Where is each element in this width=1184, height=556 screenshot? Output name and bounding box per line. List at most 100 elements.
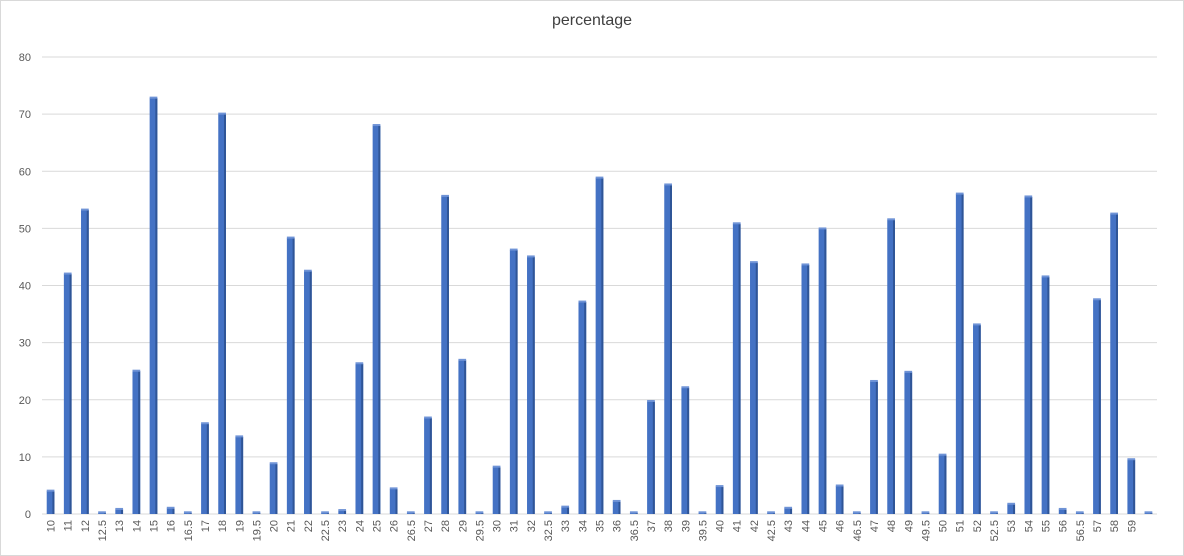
x-tick-label: 10 (46, 520, 58, 532)
bar (183, 511, 192, 514)
bar (870, 379, 878, 514)
x-tick-label: 31 (509, 520, 521, 532)
bar-face (149, 98, 158, 514)
bar-side (378, 125, 381, 515)
bar (252, 511, 261, 514)
bar (149, 96, 158, 514)
bar-top (1024, 195, 1033, 198)
bar-side (927, 512, 930, 514)
y-tick-label: 0 (25, 509, 31, 521)
bar-face (492, 467, 501, 514)
bar-side (1047, 276, 1050, 514)
bar-top (372, 124, 381, 127)
bar-top (904, 370, 913, 373)
bar (955, 192, 964, 514)
chart-title: percentage (551, 12, 633, 29)
x-tick-label: 56 (1058, 520, 1070, 532)
bar-side (241, 436, 244, 514)
bar (115, 507, 124, 514)
bar-side (1064, 509, 1067, 514)
bar-top (698, 511, 707, 514)
bar-top (149, 96, 158, 99)
x-tick-label: 15 (149, 520, 161, 532)
bar-side (910, 372, 913, 514)
bar (372, 124, 381, 515)
bar-top (1075, 511, 1084, 514)
bar (595, 176, 604, 515)
bar-side (772, 512, 775, 514)
bar-face (955, 194, 964, 514)
bar-side (1133, 459, 1136, 514)
bar-face (1024, 196, 1033, 515)
bar-side (807, 264, 810, 514)
bar-side (755, 262, 758, 514)
bar (63, 272, 72, 514)
bar (561, 505, 570, 514)
bar-top (286, 236, 295, 239)
bar-top (441, 194, 449, 197)
x-tick-label: 37 (646, 520, 658, 532)
bar (98, 511, 106, 514)
bar-top (561, 505, 570, 508)
bar (921, 511, 930, 514)
x-tick-label: 16 (166, 520, 178, 532)
bar (338, 509, 347, 514)
bar-face (801, 264, 810, 514)
bar (269, 462, 278, 514)
x-tick-label: 41 (732, 520, 744, 532)
x-tick-label: 50 (938, 520, 950, 532)
bar-side (584, 302, 587, 514)
bar-face (46, 491, 55, 514)
bar-side (52, 491, 55, 514)
bar-face (441, 196, 449, 514)
x-tick-label: 35 (595, 520, 607, 532)
bar-top (235, 435, 244, 438)
bar-face (166, 508, 175, 514)
bar-top (424, 416, 432, 419)
bar (715, 485, 724, 514)
bar-face (595, 178, 604, 515)
bar-top (492, 465, 501, 468)
bar-side (635, 512, 638, 514)
bar-top (835, 484, 844, 487)
bar-top (321, 511, 329, 514)
bar-top (595, 176, 604, 179)
bar-face (990, 512, 998, 514)
bar (801, 263, 810, 514)
bar (732, 222, 741, 514)
bar-top (664, 183, 672, 186)
x-tick-label: 36.5 (629, 520, 641, 541)
bar-top (509, 248, 518, 251)
bar-face (784, 508, 793, 514)
bar-side (841, 486, 844, 514)
x-tick-label: 25 (372, 520, 384, 532)
bar-side (429, 418, 432, 514)
y-tick-label: 30 (19, 338, 31, 350)
bar-side (223, 114, 226, 514)
bar-top (98, 511, 106, 514)
x-tick-label: 21 (286, 520, 298, 532)
bar (527, 255, 535, 514)
bar-top (852, 511, 861, 514)
bar-side (464, 360, 467, 514)
bar-face (544, 512, 552, 514)
bar-face (578, 302, 587, 514)
bar-top (647, 399, 655, 402)
bar-face (852, 512, 861, 514)
x-tick-label: 32 (526, 520, 538, 532)
x-tick-label: 23 (337, 520, 349, 532)
y-tick-label: 70 (19, 109, 31, 121)
bar-face (132, 371, 141, 514)
bar-face (475, 512, 484, 514)
y-tick-label: 40 (19, 281, 31, 293)
x-tick-label: 59 (1126, 520, 1138, 532)
bar-side (1098, 299, 1101, 514)
bar-top (269, 462, 278, 465)
bar-top (527, 255, 535, 258)
bar-top (1127, 458, 1136, 461)
bar-face (767, 512, 775, 514)
x-tick-label: 40 (715, 520, 727, 532)
bar-side (412, 512, 415, 514)
bar (904, 370, 913, 514)
bar-top (973, 323, 981, 326)
